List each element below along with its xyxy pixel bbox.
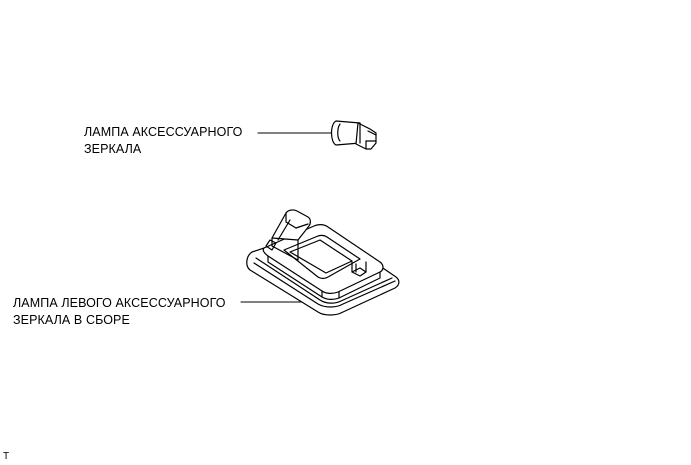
- bulb-label-line1: ЛАМПА АКСЕССУАРНОГО: [84, 125, 243, 139]
- assembly-label-line2: ЗЕРКАЛА В СБОРЕ: [13, 313, 130, 327]
- bulb-label-line2: ЗЕРКАЛА: [84, 142, 142, 156]
- corner-code: T: [3, 451, 10, 462]
- assembly-label-line1: ЛАМПА ЛЕВОГО АКСЕССУАРНОГО: [13, 296, 226, 310]
- bulb-drawing: [330, 120, 377, 150]
- bulb-label: ЛАМПА АКСЕССУАРНОГО ЗЕРКАЛА: [84, 124, 242, 158]
- assembly-label: ЛАМПА ЛЕВОГО АКСЕССУАРНОГО ЗЕРКАЛА В СБО…: [13, 295, 226, 329]
- lamp-assembly-drawing: [246, 209, 400, 316]
